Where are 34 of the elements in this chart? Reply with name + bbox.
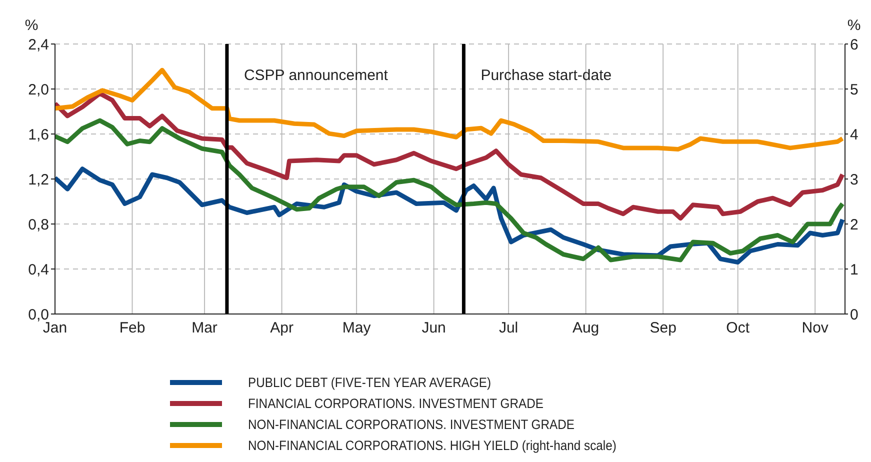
x-tick-label: Jun (422, 320, 446, 337)
x-tick-label: Jul (498, 320, 518, 337)
y2-tick-label: 1 (850, 261, 858, 278)
x-tick-label: Oct (726, 320, 750, 337)
x-tick-label: Apr (270, 320, 294, 337)
x-tick-label: May (342, 320, 372, 337)
legend-label: PUBLIC DEBT (FIVE-TEN YEAR AVERAGE) (248, 375, 492, 390)
x-tick-label: Nov (802, 320, 829, 337)
legend-label: FINANCIAL CORPORATIONS. INVESTMENT GRADE (248, 396, 544, 411)
x-tick-label: Aug (572, 320, 600, 337)
line-series (55, 118, 845, 262)
y-tick-label: 1,2 (28, 171, 49, 188)
y-axis-title: % (24, 17, 38, 34)
y2-tick-label: 5 (850, 81, 858, 98)
ref-line-label: Purchase start-date (480, 67, 612, 84)
line-series (55, 91, 845, 221)
x-tick-label: Mar (192, 320, 218, 337)
y-tick-label: 2,0 (28, 81, 49, 98)
y-tick-label: 0,8 (28, 216, 49, 234)
y2-tick-label: 2 (850, 216, 858, 234)
y-tick-label: 2,4 (28, 36, 49, 54)
y2-tick-label: 6 (850, 36, 858, 54)
y2-tick-label: 0 (850, 306, 858, 324)
y2-tick-label: 4 (850, 126, 858, 144)
legend-label: NON-FINANCIAL CORPORATIONS. INVESTMENT GRADE (248, 417, 575, 432)
ref-line-label: CSPP announcement (244, 67, 389, 84)
x-tick-label: Sep (650, 320, 676, 337)
y-tick-label: 1,6 (28, 126, 49, 144)
y2-tick-label: 3 (850, 171, 858, 188)
legend-label: NON-FINANCIAL CORPORATIONS. HIGH YIELD (right-hand scale) (248, 438, 616, 453)
y2-axis-title: % (847, 17, 861, 34)
line-series (55, 68, 845, 152)
y-tick-label: 0,4 (28, 261, 49, 278)
x-tick-label: Feb (119, 320, 146, 337)
